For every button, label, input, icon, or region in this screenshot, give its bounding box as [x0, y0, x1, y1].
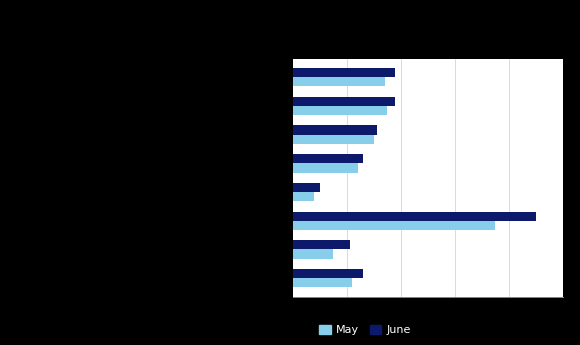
Bar [293, 126, 376, 135]
Bar [293, 249, 333, 258]
Bar [293, 97, 396, 106]
Bar [293, 183, 320, 192]
Bar [293, 278, 352, 287]
Legend: May, June: May, June [317, 323, 414, 338]
Bar [293, 211, 536, 221]
Bar [293, 221, 495, 230]
Bar [293, 106, 387, 115]
Bar [293, 240, 350, 249]
Bar [293, 68, 396, 77]
Bar [293, 269, 363, 278]
Bar [293, 154, 363, 163]
Bar [293, 135, 374, 144]
Bar [293, 192, 314, 201]
Bar [293, 77, 385, 87]
Bar [293, 163, 358, 172]
